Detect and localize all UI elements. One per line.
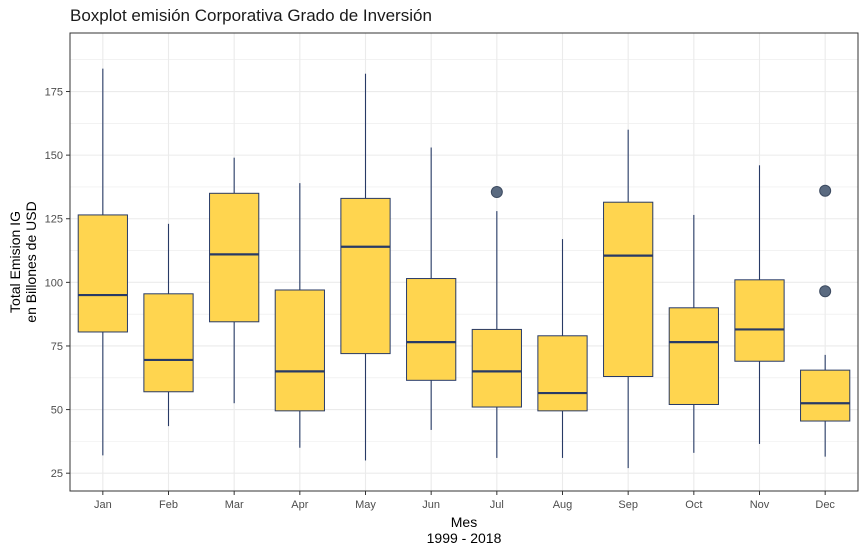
y-axis: 25 50 75 100 125 150 175	[45, 87, 70, 480]
box	[274, 289, 325, 412]
outlier-point	[819, 285, 832, 298]
box	[471, 328, 522, 408]
box	[800, 369, 851, 422]
y-tick-label: 150	[45, 150, 63, 162]
box	[734, 279, 785, 362]
box	[406, 278, 457, 381]
chart-title: Boxplot emisión Corporativa Grado de Inv…	[70, 6, 432, 25]
x-tick-label: May	[355, 499, 376, 511]
box	[537, 335, 588, 412]
outlier-point	[490, 186, 503, 199]
box	[668, 307, 719, 405]
box-layer	[77, 68, 851, 469]
outlier-point	[819, 184, 832, 197]
x-tick-label: Jun	[422, 499, 440, 511]
y-tick-label: 125	[45, 214, 63, 226]
x-tick-label: Jul	[490, 499, 504, 511]
y-tick-label: 75	[51, 341, 63, 353]
y-tick-label: 100	[45, 277, 63, 289]
box	[340, 197, 391, 355]
x-tick-label: Oct	[685, 499, 702, 511]
box	[603, 201, 654, 377]
x-tick-label: Dec	[815, 499, 835, 511]
x-tick-label: Feb	[159, 499, 178, 511]
y-axis-title: Total Emision IG	[7, 211, 23, 313]
x-axis: Jan Feb Mar Apr May Jun Jul Aug Sep Oct Nov Dec	[94, 491, 835, 511]
x-tick-label: Mar	[225, 499, 244, 511]
x-tick-label: Sep	[618, 499, 638, 511]
box	[209, 192, 260, 323]
y-axis-subtitle: en Billones de USD	[23, 201, 39, 322]
x-axis-title: Mes	[451, 514, 477, 530]
y-tick-label: 25	[51, 468, 63, 480]
x-tick-label: Apr	[291, 499, 308, 511]
x-axis-subtitle: 1999 - 2018	[427, 530, 502, 546]
x-tick-label: Nov	[750, 499, 770, 511]
y-tick-label: 50	[51, 405, 63, 417]
x-tick-label: Aug	[553, 499, 573, 511]
box	[143, 293, 194, 393]
y-tick-label: 175	[45, 87, 63, 99]
panel-border	[69, 32, 859, 492]
box	[77, 214, 128, 333]
x-tick-label: Jan	[94, 499, 112, 511]
grid-layer	[70, 33, 858, 491]
